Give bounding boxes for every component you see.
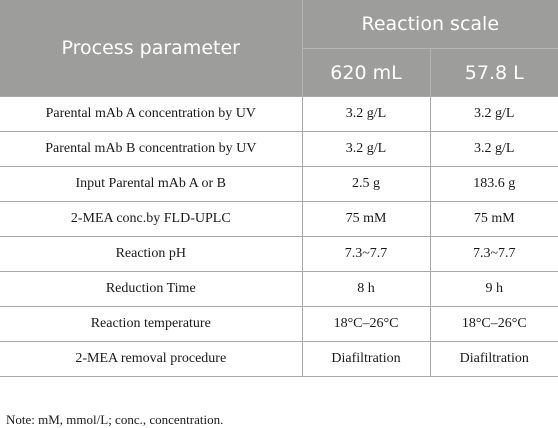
value-cell-57-8l: 3.2 g/L [429,131,558,167]
value-cell-57-8l: 9 h [429,271,558,307]
value-cell-620ml: 3.2 g/L [301,96,430,132]
value-cell-620ml: 7.3~7.7 [301,236,430,272]
value-cell-620ml: 75 mM [301,201,430,237]
table-row: Reaction temperature 18°C–26°C 18°C–26°C [0,306,558,342]
value-cell-57-8l: 183.6 g [429,166,558,202]
value-cell-620ml: 18°C–26°C [301,306,430,342]
value-cell-620ml: 2.5 g [301,166,430,202]
value-cell-57-8l: Diafiltration [429,341,558,377]
value-cell-620ml: 8 h [301,271,430,307]
table-row: Input Parental mAb A or B 2.5 g 183.6 g [0,166,558,202]
table-row: Parental mAb A concentration by UV 3.2 g… [0,96,558,132]
table-footnote: Note: mM, mmol/L; conc., concentration. [6,412,224,427]
parameter-cell: Reduction Time [0,271,302,307]
value-cell-620ml: 3.2 g/L [301,131,430,167]
parameter-cell: Reaction temperature [0,306,302,342]
process-parameter-table: Process parameter Reaction scale 620 mL … [0,0,558,377]
parameter-cell: Input Parental mAb A or B [0,166,302,202]
parameter-cell: Reaction pH [0,236,302,272]
value-cell-620ml: Diafiltration [301,341,430,377]
table-row: Parental mAb B concentration by UV 3.2 g… [0,131,558,167]
table-row: Reduction Time 8 h 9 h [0,271,558,307]
header-scale-620ml: 620 mL [302,48,431,97]
table-row: 2-MEA removal procedure Diafiltration Di… [0,341,558,377]
parameter-cell: 2-MEA conc.by FLD-UPLC [0,201,302,237]
table-row: 2-MEA conc.by FLD-UPLC 75 mM 75 mM [0,201,558,237]
parameter-cell: Parental mAb A concentration by UV [0,96,302,132]
value-cell-57-8l: 18°C–26°C [429,306,558,342]
header-reaction-scale: Reaction scale [302,0,558,49]
parameter-cell: 2-MEA removal procedure [0,341,302,377]
value-cell-57-8l: 75 mM [429,201,558,237]
table-row: Reaction pH 7.3~7.7 7.3~7.7 [0,236,558,272]
parameter-cell: Parental mAb B concentration by UV [0,131,302,167]
header-scale-57-8l: 57.8 L [430,48,558,97]
value-cell-57-8l: 7.3~7.7 [429,236,558,272]
value-cell-57-8l: 3.2 g/L [429,96,558,132]
header-process-parameter: Process parameter [0,0,303,97]
